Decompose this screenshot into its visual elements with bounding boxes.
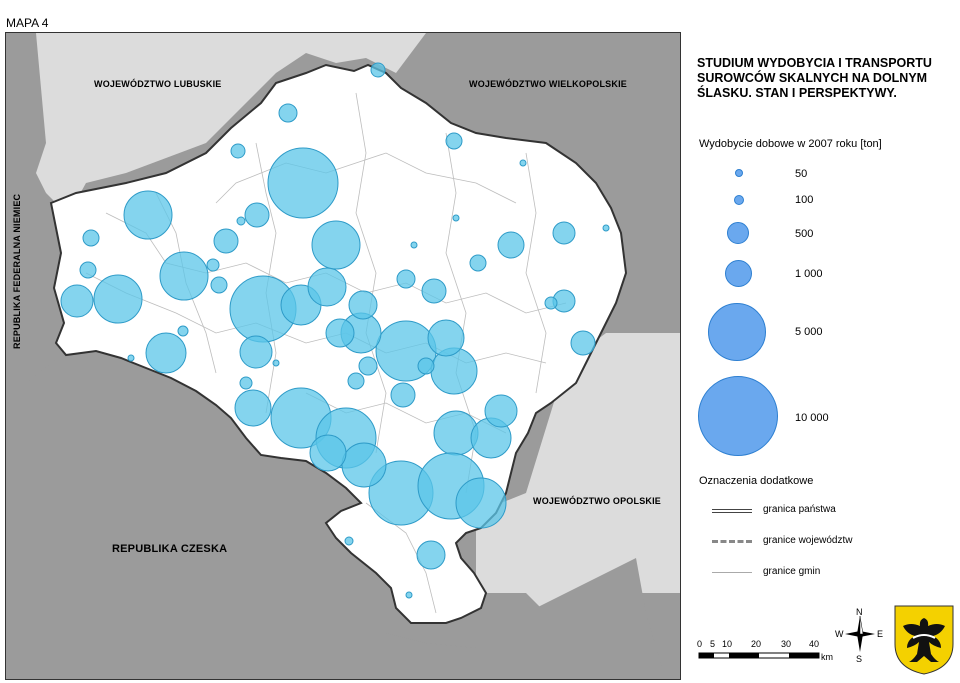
extraction-site bbox=[347, 372, 365, 390]
coat-of-arms-eagle-icon bbox=[894, 605, 954, 675]
region-label-opolskie: WOJEWÓDZTWO OPOLSKIE bbox=[533, 496, 661, 506]
region-label-czechy: REPUBLIKA CZESKA bbox=[112, 543, 228, 555]
additional-legend-heading: Oznaczenia dodatkowe bbox=[699, 475, 814, 487]
extraction-site bbox=[236, 216, 246, 226]
extraction-site bbox=[519, 159, 527, 167]
extraction-site bbox=[416, 540, 446, 570]
legend-circle-50 bbox=[735, 169, 743, 177]
extraction-site bbox=[445, 132, 463, 150]
legend-value-50: 50 bbox=[795, 168, 808, 180]
scale-tick-label: 40 bbox=[809, 639, 819, 649]
extraction-site bbox=[123, 190, 173, 240]
extraction-site bbox=[348, 290, 378, 320]
extraction-site bbox=[452, 214, 460, 222]
extraction-site bbox=[430, 347, 478, 395]
extraction-site bbox=[417, 357, 435, 375]
legend-circle-5000 bbox=[708, 303, 766, 361]
extraction-site bbox=[239, 335, 273, 369]
extraction-site bbox=[311, 220, 361, 270]
extraction-site bbox=[93, 274, 143, 324]
extraction-site bbox=[341, 442, 387, 488]
extraction-site bbox=[455, 477, 507, 529]
voivodeship-border-sample bbox=[712, 540, 752, 543]
legend-heading: Wydobycie dobowe w 2007 roku [ton] bbox=[699, 138, 882, 150]
extraction-site bbox=[544, 296, 558, 310]
compass-s: S bbox=[856, 654, 862, 662]
extraction-site bbox=[230, 143, 246, 159]
scale-tick-label: 20 bbox=[751, 639, 761, 649]
extraction-bubbles bbox=[60, 62, 610, 599]
neighbor-area-west bbox=[36, 33, 426, 203]
extraction-site bbox=[405, 591, 413, 599]
legend-circle-500 bbox=[727, 222, 749, 244]
extraction-site bbox=[602, 224, 610, 232]
legend-value-5000: 5 000 bbox=[795, 326, 823, 338]
extraction-site bbox=[244, 202, 270, 228]
extraction-site bbox=[60, 284, 94, 318]
map-frame: WOJEWÓDZTWO LUBUSKIE WOJEWÓDZTWO WIELKOP… bbox=[5, 32, 681, 680]
extraction-site bbox=[239, 376, 253, 390]
extraction-site bbox=[552, 221, 576, 245]
extraction-site bbox=[309, 434, 347, 472]
extraction-site bbox=[206, 258, 220, 272]
extraction-site bbox=[159, 251, 209, 301]
map-number-label: MAPA 4 bbox=[6, 16, 49, 30]
extraction-site bbox=[427, 319, 465, 357]
extraction-site bbox=[421, 278, 447, 304]
state-border-sample bbox=[712, 509, 752, 513]
legend-value-1000: 1 000 bbox=[795, 268, 823, 280]
extraction-site bbox=[497, 231, 525, 259]
compass-w: W bbox=[835, 629, 844, 639]
germany-area bbox=[6, 33, 66, 393]
extraction-site bbox=[234, 389, 272, 427]
region-label-lubuskie: WOJEWÓDZTWO LUBUSKIE bbox=[94, 79, 222, 89]
legend-value-100: 100 bbox=[795, 194, 814, 206]
extraction-site bbox=[570, 330, 596, 356]
extraction-site bbox=[469, 254, 487, 272]
region-label-niemcy: REPUBLIKA FEDERALNA NIEMIEC bbox=[12, 193, 22, 349]
scale-tick-label: 10 bbox=[722, 639, 732, 649]
scale-tick-label: 0 bbox=[697, 639, 702, 649]
state-border-label: granica państwa bbox=[763, 504, 836, 515]
municipality-border-label: granice gmin bbox=[763, 566, 821, 577]
extraction-site bbox=[145, 332, 187, 374]
scale-unit-label: km bbox=[821, 652, 833, 662]
extraction-site bbox=[344, 536, 354, 546]
legend-circle-100 bbox=[734, 195, 744, 205]
legend-circle-1000 bbox=[725, 260, 752, 287]
extraction-site bbox=[390, 382, 416, 408]
extraction-site bbox=[272, 359, 280, 367]
czech-area bbox=[6, 353, 666, 679]
compass-e: E bbox=[877, 629, 883, 639]
extraction-site bbox=[396, 269, 416, 289]
scale-tick-label: 30 bbox=[781, 639, 791, 649]
legend-circle-10000 bbox=[698, 376, 778, 456]
extraction-site bbox=[325, 318, 355, 348]
extraction-site bbox=[210, 276, 228, 294]
extraction-site bbox=[278, 103, 298, 123]
legend-value-10000: 10 000 bbox=[795, 412, 829, 424]
extraction-site bbox=[82, 229, 100, 247]
extraction-site bbox=[79, 261, 97, 279]
extraction-site bbox=[307, 267, 347, 307]
compass-n: N bbox=[856, 607, 863, 617]
scale-tick-label: 5 bbox=[710, 639, 715, 649]
extraction-site bbox=[213, 228, 239, 254]
extraction-site bbox=[410, 241, 418, 249]
scale-bar: 0 5 10 20 30 40 km bbox=[697, 639, 833, 662]
extraction-site bbox=[267, 147, 339, 219]
voivodeship-border-label: granice województw bbox=[763, 535, 853, 546]
extraction-site bbox=[177, 325, 189, 337]
map-canvas bbox=[6, 33, 680, 679]
extraction-site bbox=[127, 354, 135, 362]
region-label-wielkopolskie: WOJEWÓDZTWO WIELKOPOLSKIE bbox=[469, 79, 627, 89]
map-title: STUDIUM WYDOBYCIA I TRANSPORTU SUROWCÓW … bbox=[697, 56, 932, 100]
extraction-site bbox=[370, 62, 386, 78]
extraction-site bbox=[484, 394, 518, 428]
legend-value-500: 500 bbox=[795, 228, 814, 240]
extraction-site bbox=[358, 356, 378, 376]
municipality-border-sample bbox=[712, 572, 752, 573]
compass-rose-icon: N S W E bbox=[835, 607, 883, 662]
